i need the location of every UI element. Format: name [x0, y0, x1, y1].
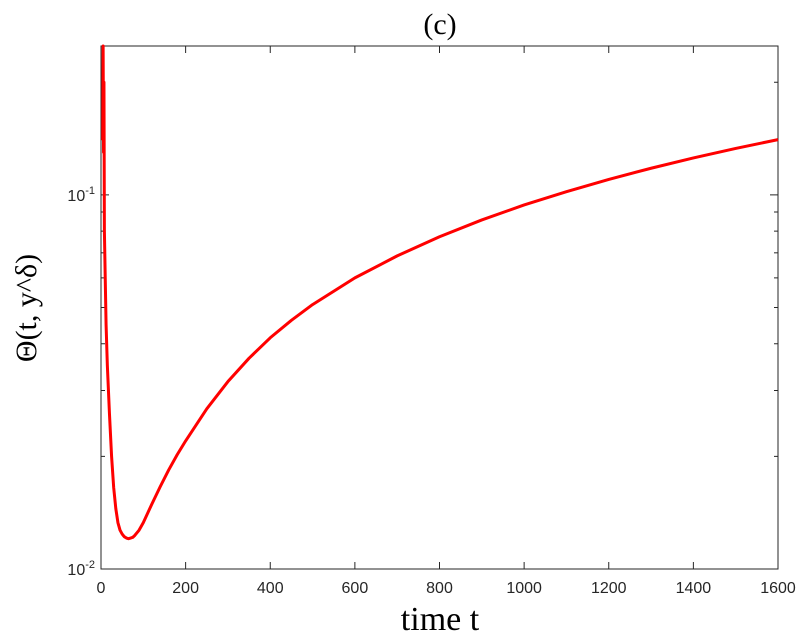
- y-tick-label: 10-2: [67, 559, 95, 579]
- chart-title: (c): [423, 8, 456, 41]
- y-axis-label: Θ(t, y^δ): [10, 254, 43, 362]
- x-tick-label: 800: [426, 580, 453, 597]
- x-tick-label: 600: [342, 580, 369, 597]
- axis-tick-labels: 0 200 400 600 800 1000 1200 1400 1600 10-2 10-1: [67, 185, 795, 597]
- x-tick-label: 1600: [760, 580, 796, 597]
- x-tick-label: 1400: [676, 580, 712, 597]
- x-tick-label: 200: [172, 580, 199, 597]
- series-line: [101, 44, 779, 541]
- x-axis-label: time t: [401, 601, 480, 638]
- plot-frame: [100, 45, 779, 570]
- x-tick-label: 1000: [506, 580, 542, 597]
- x-tick-label: 0: [97, 580, 106, 597]
- y-tick-label: 10-1: [67, 185, 95, 205]
- x-tick-label: 400: [257, 580, 284, 597]
- x-tick-label: 1200: [591, 580, 627, 597]
- series-line-group: [101, 44, 779, 541]
